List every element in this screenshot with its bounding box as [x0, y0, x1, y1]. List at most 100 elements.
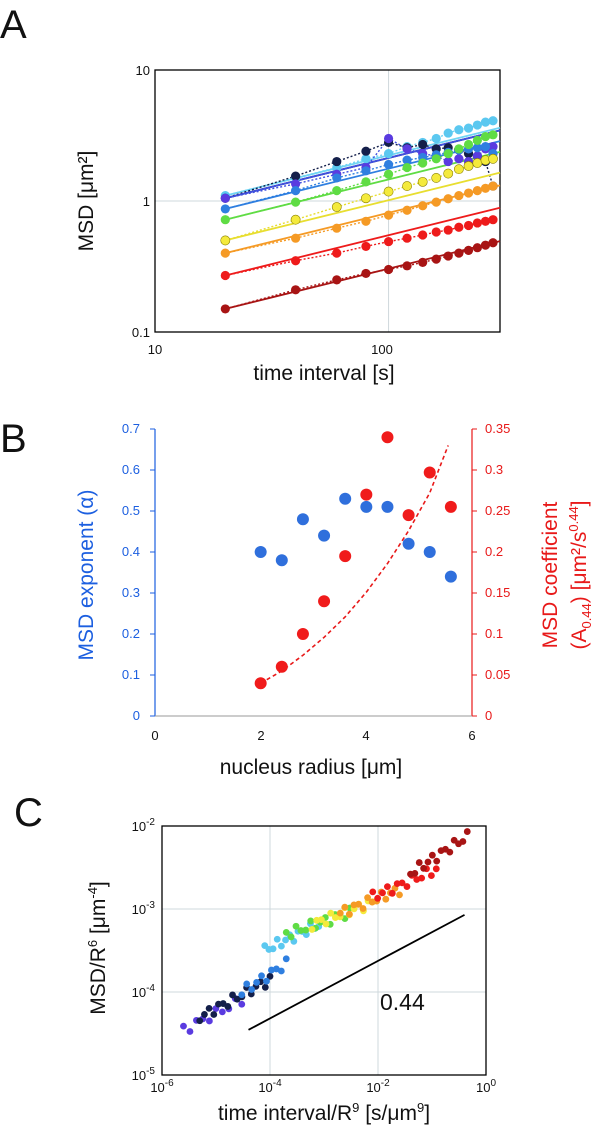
data-point — [339, 550, 352, 563]
data-point — [418, 257, 428, 267]
data-point — [418, 230, 428, 240]
points-c — [180, 828, 471, 1035]
data-point — [417, 176, 428, 187]
data-point — [291, 171, 301, 181]
y-tick-label: 0.1 — [132, 325, 150, 340]
data-point — [275, 554, 288, 567]
data-point — [443, 168, 454, 179]
data-point — [318, 529, 331, 542]
data-point — [332, 173, 342, 183]
data-point — [415, 859, 423, 866]
data-point — [290, 214, 301, 225]
data-point — [432, 865, 440, 873]
data-point — [383, 186, 394, 197]
y-axis-label: MSD/R6 [μm-4] — [85, 881, 110, 1015]
points-a — [220, 116, 498, 314]
data-point — [361, 216, 371, 226]
data-point — [383, 133, 394, 144]
data-point — [431, 133, 441, 144]
data-point — [287, 933, 295, 941]
data-point — [355, 900, 362, 908]
chart-a: 10 1 0.1 10 100 time interval [s] MSD [μ… — [75, 63, 501, 385]
data-point — [472, 218, 482, 228]
data-point — [431, 154, 441, 164]
y-tick-left: 0.1 — [122, 667, 140, 682]
x-tick-label: 6 — [468, 728, 475, 743]
y-axis-label: MSD [μm²] — [75, 151, 98, 252]
trend-line — [225, 158, 494, 242]
data-point — [369, 888, 377, 896]
data-point — [205, 1017, 213, 1025]
data-point — [424, 858, 432, 866]
data-point — [254, 677, 267, 690]
data-point — [336, 909, 344, 917]
y-tick-left: 0.2 — [122, 626, 140, 641]
data-point — [220, 235, 231, 246]
y-tick-label: 1 — [143, 194, 150, 209]
chart-c: 0.44 10-2 10-3 10-4 10-5 10-6 10-4 10-2 … — [85, 817, 496, 1125]
data-point — [443, 251, 453, 261]
data-point — [454, 154, 464, 164]
data-point — [431, 197, 441, 207]
y-tick-right: 0.1 — [485, 626, 503, 641]
y-tick-right: 0.35 — [485, 421, 510, 436]
data-point — [431, 227, 441, 237]
data-point — [454, 248, 464, 258]
y-tick-left: 0.5 — [122, 503, 140, 518]
y-tick-right: 0.3 — [485, 462, 503, 477]
data-point — [291, 179, 301, 189]
data-point — [443, 156, 453, 167]
data-point — [205, 1004, 213, 1012]
panel-label-c: C — [14, 791, 43, 835]
data-point — [361, 268, 371, 279]
data-point — [472, 151, 482, 161]
data-point — [463, 188, 474, 198]
data-point — [454, 125, 464, 135]
data-point — [360, 500, 373, 513]
data-point — [220, 248, 230, 258]
data-point — [332, 186, 342, 196]
data-point — [488, 181, 498, 191]
data-point — [332, 248, 342, 258]
data-point — [332, 275, 342, 285]
data-point — [261, 983, 269, 991]
data-point — [282, 928, 290, 936]
data-point — [411, 869, 419, 877]
data-point — [266, 972, 274, 980]
data-point — [292, 922, 300, 930]
data-point — [263, 977, 270, 985]
data-point — [296, 513, 309, 526]
x-tick-label: 4 — [362, 728, 369, 743]
fit-curve — [260, 445, 449, 684]
data-point — [463, 828, 471, 835]
trend-line — [225, 134, 494, 221]
data-point — [383, 264, 394, 275]
x-tick-label: 100 — [371, 342, 393, 357]
data-point — [224, 1003, 232, 1010]
data-point — [361, 177, 371, 187]
data-point — [472, 186, 482, 196]
data-point — [472, 158, 483, 168]
data-point — [420, 864, 428, 872]
data-point — [307, 917, 315, 925]
data-point — [418, 874, 426, 882]
data-point — [243, 980, 251, 988]
data-point — [282, 936, 289, 944]
panel-label-a: A — [0, 3, 27, 47]
y-tick-label: 10 — [136, 63, 150, 78]
data-point — [186, 1028, 194, 1035]
x-tick-label: 0 — [151, 728, 158, 743]
data-point — [374, 894, 382, 902]
data-point — [384, 883, 391, 891]
data-point — [423, 546, 436, 558]
trend-line — [225, 242, 494, 310]
data-point — [443, 194, 453, 204]
data-point — [402, 537, 415, 550]
data-point — [431, 173, 442, 183]
x-tick-label: 10-4 — [258, 1078, 282, 1095]
fit-line — [225, 140, 501, 210]
data-point — [472, 143, 482, 153]
data-point — [488, 215, 498, 225]
data-point — [345, 910, 353, 918]
